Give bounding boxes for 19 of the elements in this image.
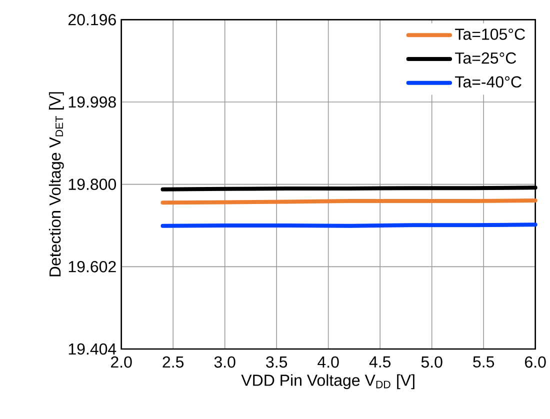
x-tick-label: 2.5: [162, 356, 184, 368]
legend-label: Ta=105°C: [455, 28, 525, 40]
legend-label: Ta=25°C: [455, 52, 516, 64]
y-tick-label: 19.602: [68, 261, 116, 272]
x-tick-label: 5.5: [473, 356, 494, 368]
x-tick-label: 5.0: [421, 356, 442, 368]
x-tick-label: 3.5: [266, 356, 288, 368]
x-tick-label: 3.0: [214, 356, 236, 368]
y-axis-title: Detection Voltage V$_{DET}$ [V]: [48, 92, 64, 276]
y-tick-label: 19.998: [68, 96, 116, 108]
legend-label: Ta=-40°C: [455, 76, 522, 88]
y-tick-label: 19.800: [68, 178, 116, 190]
x-tick-label: 2.0: [111, 356, 132, 368]
x-tick-label: 4.5: [369, 356, 391, 368]
y-tick-label: 20.196: [68, 14, 116, 26]
x-axis-title: VDD Pin Voltage V$_{DD}$ [V]: [241, 374, 414, 390]
y-tick-label: 19.404: [68, 343, 116, 355]
x-tick-label: 4.0: [318, 356, 339, 368]
x-tick-label: 6.0: [525, 356, 546, 368]
